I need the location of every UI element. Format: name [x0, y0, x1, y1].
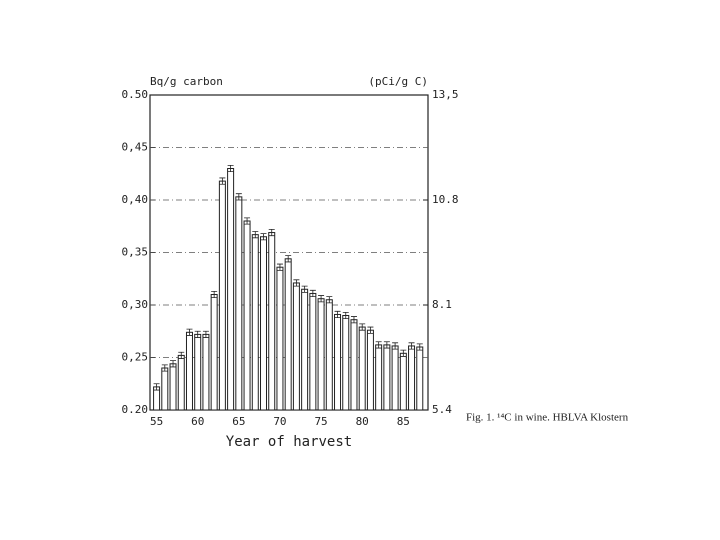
- bar: [334, 313, 342, 411]
- error-bar: [194, 330, 201, 338]
- bar: [416, 346, 424, 411]
- bar: [408, 345, 416, 411]
- bar: [301, 288, 309, 411]
- x-tick-label: 60: [191, 415, 204, 428]
- error-bar: [309, 289, 316, 297]
- x-axis-label: Year of harvest: [226, 434, 352, 450]
- y-tick-label: 0,45: [122, 141, 149, 154]
- y-tick-label: 0,30: [122, 298, 149, 311]
- y-axis-label: Bq/g carbon: [150, 75, 223, 88]
- error-bar: [301, 285, 308, 293]
- x-tick-label: 75: [314, 415, 327, 428]
- error-bar: [293, 279, 300, 287]
- bar: [243, 220, 251, 411]
- error-bar: [161, 364, 168, 372]
- x-tick-label: 55: [150, 415, 163, 428]
- error-bar: [408, 342, 415, 350]
- y-tick-label: 0.20: [122, 403, 149, 416]
- error-bar: [178, 351, 185, 359]
- error-bar: [170, 360, 177, 368]
- bar: [292, 282, 300, 411]
- bar: [218, 180, 226, 411]
- bar: [284, 258, 292, 411]
- error-bar: [334, 310, 341, 318]
- error-bar: [211, 290, 218, 299]
- error-bar: [416, 343, 423, 351]
- error-bar: [244, 217, 251, 225]
- bar: [235, 196, 243, 411]
- error-bar: [153, 383, 160, 391]
- error-bar: [342, 311, 349, 320]
- bar: [268, 232, 276, 411]
- error-bar: [392, 342, 399, 350]
- bar: [350, 319, 358, 411]
- error-bar: [359, 323, 366, 331]
- bar: [251, 234, 259, 411]
- error-bar: [400, 349, 407, 357]
- error-bar: [367, 326, 374, 334]
- bar: [260, 236, 268, 411]
- bar: [383, 344, 391, 411]
- y-tick-label: 0,25: [122, 351, 149, 364]
- bar: [227, 168, 235, 411]
- error-bar: [350, 316, 357, 324]
- bar: [375, 344, 383, 411]
- bar: [185, 331, 193, 411]
- error-bar: [375, 341, 382, 349]
- y-tick-label: 0,35: [122, 246, 149, 259]
- error-bar: [252, 231, 259, 239]
- bar: [202, 333, 210, 411]
- bar: [317, 298, 325, 411]
- x-tick-label: 80: [356, 415, 369, 428]
- bar: [169, 363, 177, 411]
- error-bar: [318, 295, 325, 303]
- y-tick-label: 0,40: [122, 193, 149, 206]
- x-tick-label: 65: [232, 415, 245, 428]
- error-bar: [268, 229, 275, 237]
- bar: [342, 315, 350, 411]
- y2-axis-label: (pCi/g C): [368, 75, 428, 88]
- error-bar: [186, 328, 193, 336]
- error-bar: [276, 263, 283, 271]
- caption: Fig. 1. ¹⁴C in wine. HBLVA Klostern: [466, 412, 629, 424]
- error-bar: [260, 233, 267, 241]
- y-tick-label: 0.50: [122, 88, 149, 101]
- y2-tick-label: 5.4: [432, 403, 452, 416]
- bar: [276, 266, 284, 411]
- bar: [399, 352, 407, 411]
- error-bar: [383, 341, 390, 349]
- bar: [194, 333, 202, 411]
- x-tick-label: 70: [273, 415, 286, 428]
- y2-tick-label: 8.1: [432, 298, 452, 311]
- x-tick-label: 85: [397, 415, 410, 428]
- error-bar: [202, 330, 209, 338]
- error-bar: [285, 255, 292, 263]
- bar: [325, 299, 333, 411]
- error-bar: [326, 296, 333, 304]
- bar: [161, 367, 169, 411]
- bar: [358, 326, 366, 411]
- bar: [309, 292, 317, 411]
- error-bar: [235, 193, 242, 201]
- y2-tick-label: 10.8: [432, 193, 459, 206]
- bar: [366, 329, 374, 411]
- bar: [210, 294, 218, 411]
- error-bar: [227, 164, 234, 173]
- y2-tick-label: 13,5: [432, 88, 459, 101]
- bar: [177, 354, 185, 411]
- bar: [391, 345, 399, 411]
- error-bar: [219, 177, 226, 185]
